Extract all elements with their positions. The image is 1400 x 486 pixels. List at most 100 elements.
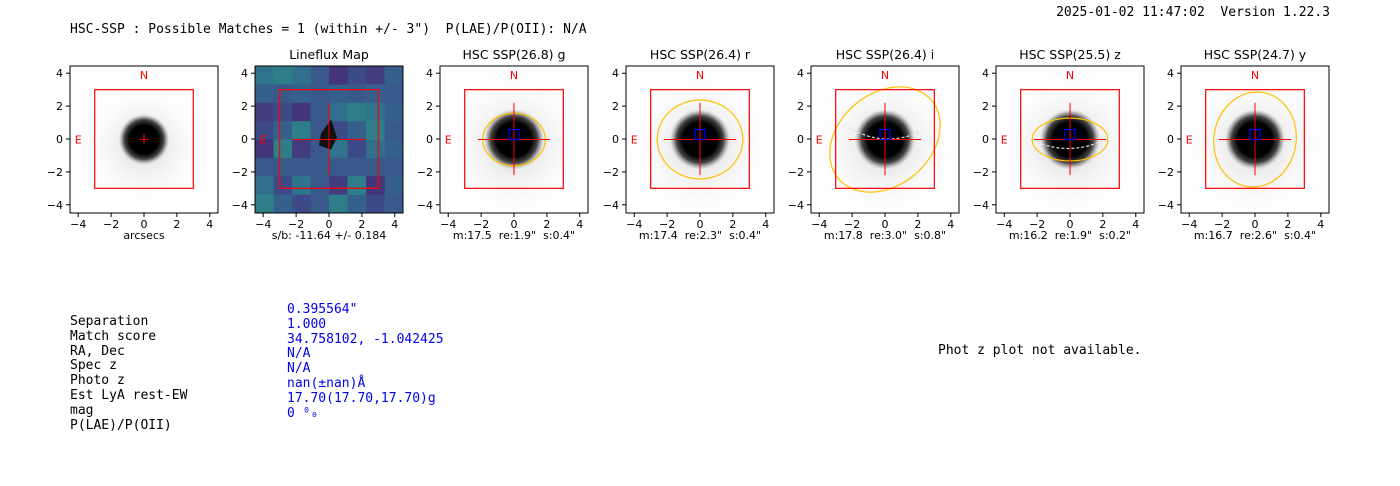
lineflux-pixel [292,139,311,159]
lineflux-pixel [366,194,385,213]
lineflux-dark-feature [319,119,337,150]
panel-title: HSC SSP(26.4) i [835,47,935,62]
y-tick-label: 4 [426,67,433,80]
selection-box [1020,89,1120,189]
y-tick-label: −2 [603,166,619,179]
y-tick-label: −2 [232,166,248,179]
lineflux-pixel [366,84,385,104]
cutout-panel-4: N E −4 −4 −2 −2 0 0 2 2 4 4 [788,65,960,231]
y-tick-label: 2 [241,100,248,113]
y-tick-label: −4 [973,199,989,212]
panel-stats: m:16.2 re:1.9" s:0.2" [1008,229,1132,242]
y-tick-label: 0 [797,133,804,146]
match-row-value: 17.70(17.70,17.70)g [287,390,436,406]
cutout-panel-6: N E −4 −4 −2 −2 0 0 2 2 4 4 [1158,65,1330,231]
cutout-panel-0: N E −4 −4 −2 −2 0 0 2 2 4 4 [47,65,219,231]
x-tick-label: 2 [1284,218,1291,231]
lineflux-pixel [329,194,348,213]
x-tick-label: 2 [729,218,736,231]
lineflux-pixel [384,194,403,213]
lineflux-pixel [255,176,274,196]
match-row-value: 1.000 [287,316,327,332]
compass-east: E [1186,134,1193,147]
y-tick-label: −4 [1158,199,1174,212]
x-tick-label: 2 [543,218,550,231]
cutout-panel-3: N E −4 −4 −2 −2 0 0 2 2 4 4 [603,65,775,231]
x-tick-label: −2 [1029,218,1045,231]
panel-title: HSC SSP(26.4) r [649,47,751,62]
y-tick-label: 4 [797,67,804,80]
x-tick-label: 0 [697,218,704,231]
lineflux-pixel [329,157,348,177]
lineflux-pixel [366,102,385,122]
compass-east: E [260,134,267,147]
lineflux-pixel [384,102,403,122]
lineflux-pixel [329,102,348,122]
aperture-ellipse [1213,91,1297,188]
lineflux-pixel [255,84,274,104]
x-tick-label: 2 [173,218,180,231]
lineflux-pixel [329,139,348,159]
selection-box [94,89,194,189]
lineflux-pixel [273,102,293,122]
y-tick-label: 0 [56,133,63,146]
y-tick-label: 0 [426,133,433,146]
panel-stats: m:17.5 re:1.9" s:0.4" [452,229,576,242]
y-tick-label: 0 [1167,133,1174,146]
y-tick-label: 2 [426,100,433,113]
lineflux-pixel [273,139,293,159]
lineflux-pixel [329,66,348,85]
center-box [1064,128,1076,141]
lineflux-pixel [292,194,311,213]
center-box [694,128,706,141]
x-tick-label: −4 [996,218,1012,231]
lineflux-pixel [273,194,293,213]
cutout-panel-5: N E −4 −4 −2 −2 0 0 2 2 4 4 [973,65,1145,231]
match-row-label: P(LAE)/P(OII) [70,417,172,433]
x-tick-label: −4 [70,218,86,231]
y-tick-label: 2 [1167,100,1174,113]
selection-box [835,89,935,189]
lineflux-pixel [292,102,311,122]
lineflux-pixel [366,157,385,177]
lineflux-pixel [255,157,274,177]
compass-north: N [510,69,518,82]
x-axis-label: arcsecs [123,229,165,242]
y-tick-label: 0 [982,133,989,146]
match-row-value: 34.758102, -1.042425 [287,331,444,347]
y-tick-label: −4 [47,199,63,212]
x-tick-label: −2 [844,218,860,231]
y-tick-label: 4 [56,67,63,80]
compass-north: N [881,69,889,82]
x-tick-label: 4 [762,218,769,231]
lineflux-pixel [347,102,367,122]
compass-east: E [816,134,823,147]
y-tick-label: 2 [982,100,989,113]
z-band-arc [1036,140,1104,150]
x-tick-label: −2 [103,218,119,231]
match-row-value: 0 ⁰₀ [287,405,319,421]
y-tick-label: −4 [417,199,433,212]
panel-stats: m:17.8 re:3.0" s:0.8" [823,229,947,242]
lineflux-pixel [292,121,311,140]
compass-north: N [1066,69,1074,82]
timestamp-version: 2025-01-02 11:47:02 Version 1.22.3 [1056,5,1330,20]
compass-east: E [445,134,452,147]
x-tick-label: 0 [326,218,333,231]
i-band-arc [848,126,922,140]
match-row-label: Spec z [70,358,117,374]
lineflux-pixel [292,157,311,177]
panel-stats: m:17.4 re:2.3" s:0.4" [638,229,762,242]
selection-box [650,89,750,189]
y-tick-label: 2 [797,100,804,113]
panel-title: HSC SSP(25.5) z [1019,47,1121,62]
x-tick-label: 2 [1099,218,1106,231]
center-box [879,128,891,141]
x-tick-label: 4 [206,218,213,231]
lineflux-pixel [255,139,274,159]
lineflux-pixel [273,121,293,140]
aperture-ellipse [656,99,744,180]
lineflux-pixel [310,157,330,177]
lineflux-pixel [347,194,367,213]
